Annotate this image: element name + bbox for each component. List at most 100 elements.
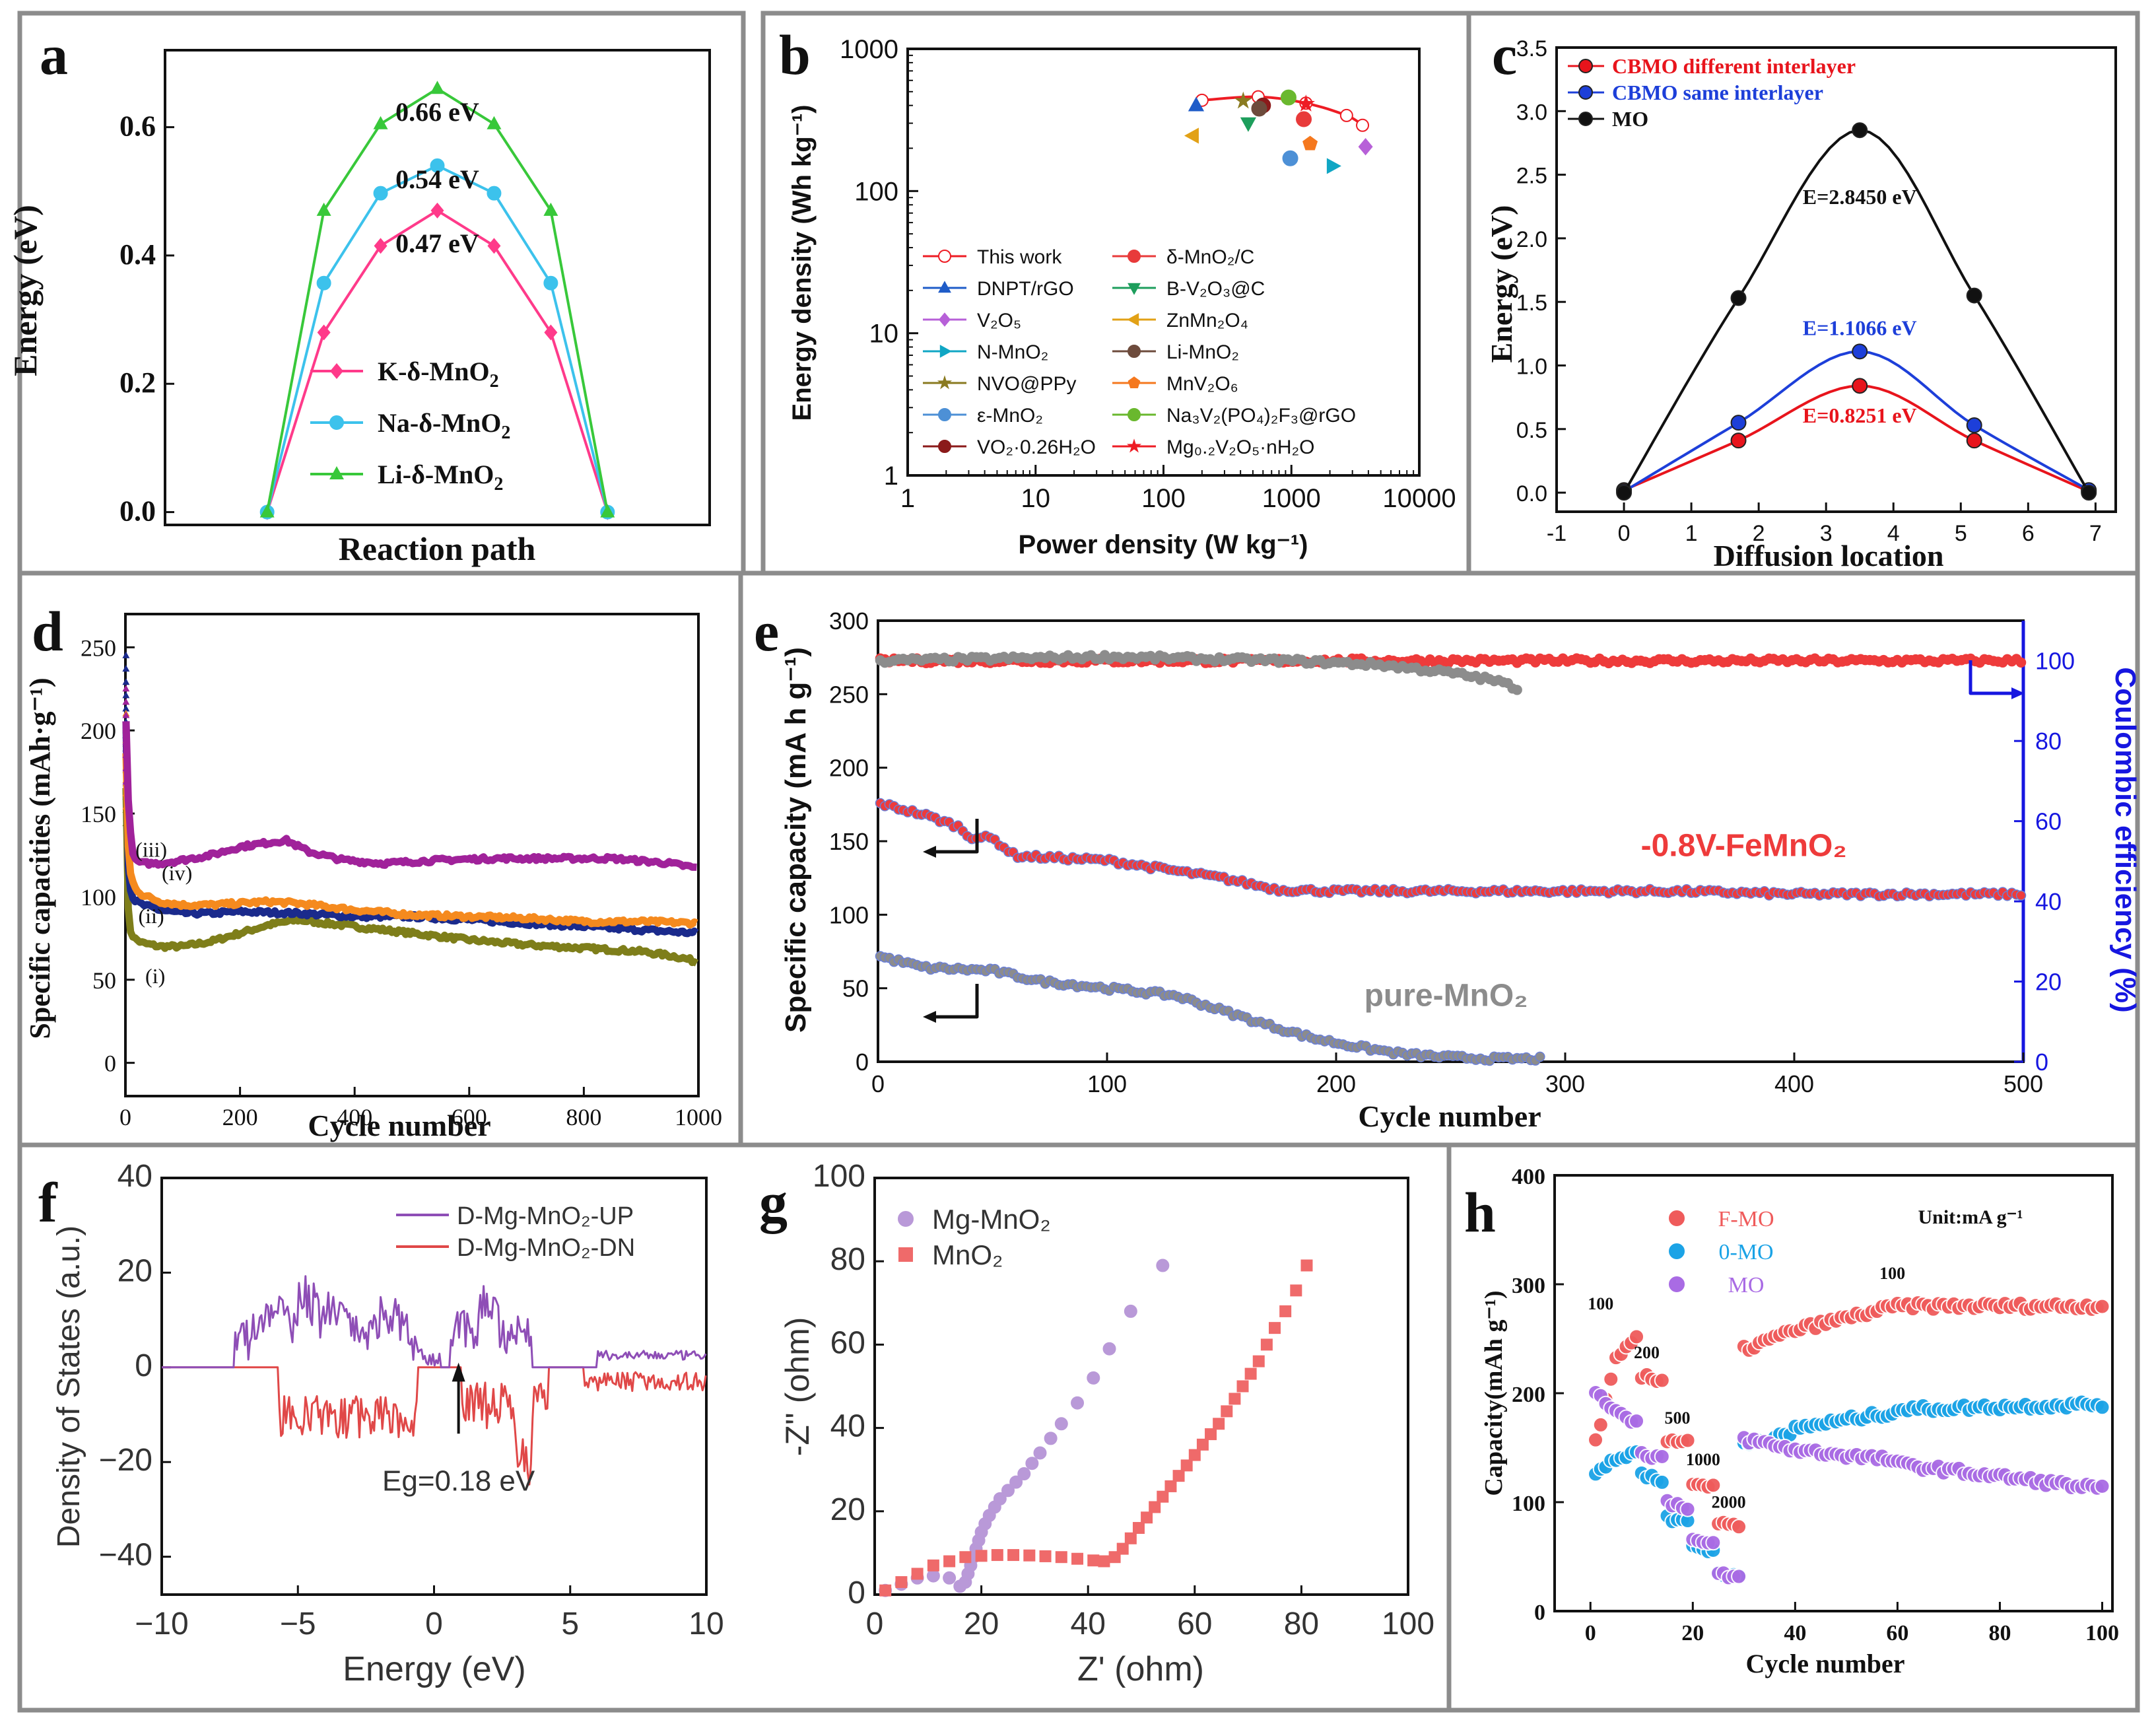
panel-d-initial-point <box>122 751 130 758</box>
x-tick-label: 60 <box>1886 1621 1908 1645</box>
panel-g-point <box>1054 1417 1068 1431</box>
panel-d-series-line <box>122 788 699 967</box>
x-tick-label: 200 <box>222 1104 258 1130</box>
panel-b-legend-label: VO₂·0.26H₂O <box>977 436 1096 458</box>
panel-g-point <box>1009 1475 1023 1489</box>
panel-d-label: (iv) <box>162 861 192 885</box>
panel-h-point <box>1603 1371 1619 1387</box>
panel-h-point <box>1679 1432 1696 1449</box>
panel-g-legend-label: Mg-MnO₂ <box>932 1204 1051 1235</box>
panel-b-legend-marker <box>1128 408 1141 421</box>
panel-f: −10 −5 0 5 10 −40 −20 0 20 40 Density of States (a… <box>38 1159 724 1688</box>
x-tick-label: 800 <box>566 1104 601 1130</box>
x-tick-label: 20 <box>1681 1621 1704 1645</box>
panel-h-point <box>1705 1535 1722 1551</box>
x-tick-label: 40 <box>1071 1606 1106 1641</box>
panel-a-xlabel: Reaction path <box>339 530 536 567</box>
panel-g-point <box>1087 1371 1100 1385</box>
panel-g-legend-label: MnO₂ <box>932 1239 1003 1270</box>
panel-d: 0 200 400 600 800 1000 0 50 100 150 200 250 Specific… <box>24 600 722 1142</box>
panel-g-point <box>943 1571 957 1585</box>
panel-c-point <box>1730 415 1747 431</box>
y-tick-label: 80 <box>830 1242 865 1277</box>
panel-g-legend-marker <box>898 1247 913 1262</box>
panel-h-point <box>1588 1432 1604 1448</box>
panel-g-point <box>926 1569 940 1583</box>
panel-a-point <box>430 81 445 94</box>
x-tick-label: −10 <box>135 1606 188 1641</box>
panel-b-point <box>1296 111 1312 127</box>
x-tick-label: 4 <box>1887 521 1900 546</box>
x-tick-label: 7 <box>2089 521 2102 546</box>
panel-g-point <box>1188 1449 1201 1461</box>
panel-d-label: (iii) <box>135 838 167 862</box>
panel-e-arrowhead <box>923 846 936 858</box>
x-tick-label: 5 <box>1955 521 1967 546</box>
panel-a-legend-marker <box>330 363 343 379</box>
panel-d-initial-point <box>122 698 130 705</box>
panel-b-legend-label: Li-MnO₂ <box>1166 341 1239 363</box>
panel-g-point <box>1023 1549 1036 1562</box>
panel-a-axes <box>164 49 711 526</box>
y-right-tick-label: 0 <box>2035 1049 2048 1076</box>
x-tick-label: 20 <box>964 1606 999 1641</box>
panel-b-point <box>1282 150 1298 166</box>
panel-b-legend-label: This work <box>977 246 1062 268</box>
panel-d-series-line <box>122 721 698 871</box>
panel-a-legend-label: Na-δ-MnO2 <box>378 408 510 443</box>
panel-b-legend-marker <box>1128 345 1141 358</box>
panel-b-legend-label: ZnMn₂O₄ <box>1166 310 1248 331</box>
panel-e-arrowhead <box>2011 687 2025 699</box>
x-tick-label: 10 <box>1021 484 1051 513</box>
y-tick-label: 400 <box>1512 1165 1545 1189</box>
panel-e-point <box>2015 657 2027 668</box>
panel-b-point <box>1297 94 1315 112</box>
panel-g-point <box>1156 1259 1170 1272</box>
panel-g-point <box>1180 1459 1193 1472</box>
panel-e-point <box>1512 685 1522 695</box>
panel-letter: h <box>1464 1181 1496 1244</box>
panel-c-point <box>1852 378 1868 394</box>
x-tick-label: 1 <box>900 484 915 513</box>
y-tick-label: 100 <box>854 177 898 206</box>
panel-h-legend-label: F-MO <box>1718 1207 1774 1231</box>
x-tick-label: 10 <box>689 1606 724 1641</box>
panel-a-point <box>373 116 388 129</box>
x-tick-label: 300 <box>1545 1070 1585 1097</box>
x-tick-label: 100 <box>1382 1606 1434 1641</box>
y-tick-label: 20 <box>118 1253 152 1288</box>
panel-e-ylabel-right: Coulombic efficiency (%) <box>2109 667 2141 1012</box>
panel-b-legend-marker <box>1128 250 1141 263</box>
y-tick-label: 100 <box>829 901 869 928</box>
panel-letter: f <box>38 1171 58 1234</box>
panel-b-point <box>1240 117 1257 132</box>
x-tick-label: 6 <box>2022 521 2035 546</box>
panel-g-point <box>1221 1405 1233 1418</box>
panel-h-point <box>1654 1448 1670 1465</box>
panel-b-legend-label: MnV₂O₆ <box>1166 373 1238 395</box>
panel-a-legend-label: K-δ-MnO2 <box>378 357 499 392</box>
y-tick-label: 200 <box>81 718 116 744</box>
panel-h-point <box>2094 1399 2110 1416</box>
x-tick-label: 100 <box>1141 484 1186 513</box>
y-right-tick-label: 40 <box>2035 888 2062 915</box>
panel-c-ylabel: Energy (eV) <box>1485 205 1518 363</box>
panel-b-legend-marker <box>1128 376 1141 388</box>
y-tick-label: 250 <box>829 681 869 708</box>
panel-e-xlabel: Cycle number <box>1358 1099 1541 1133</box>
y-right-tick-label: 80 <box>2035 728 2062 755</box>
y-tick-label: 0 <box>135 1348 152 1383</box>
panel-a-legend-label: Li-δ-MnO2 <box>378 460 503 495</box>
panel-d-initial-point <box>122 678 130 685</box>
panel-d-label: (ii) <box>139 904 164 928</box>
panel-a-annotation: 0.66 eV <box>395 97 479 127</box>
panel-c-point <box>1730 432 1747 449</box>
panel-f-legend-label: D-Mg-MnO₂-DN <box>457 1234 635 1262</box>
panel-h-point <box>1629 1329 1645 1345</box>
panel-h-rate-label: 1000 <box>1686 1450 1720 1469</box>
panel-g-point <box>943 1555 956 1568</box>
x-tick-label: 0 <box>425 1606 443 1641</box>
panel-letter: c <box>1492 23 1517 86</box>
y-tick-label: 200 <box>1512 1383 1545 1407</box>
panel-letter: e <box>754 600 779 663</box>
